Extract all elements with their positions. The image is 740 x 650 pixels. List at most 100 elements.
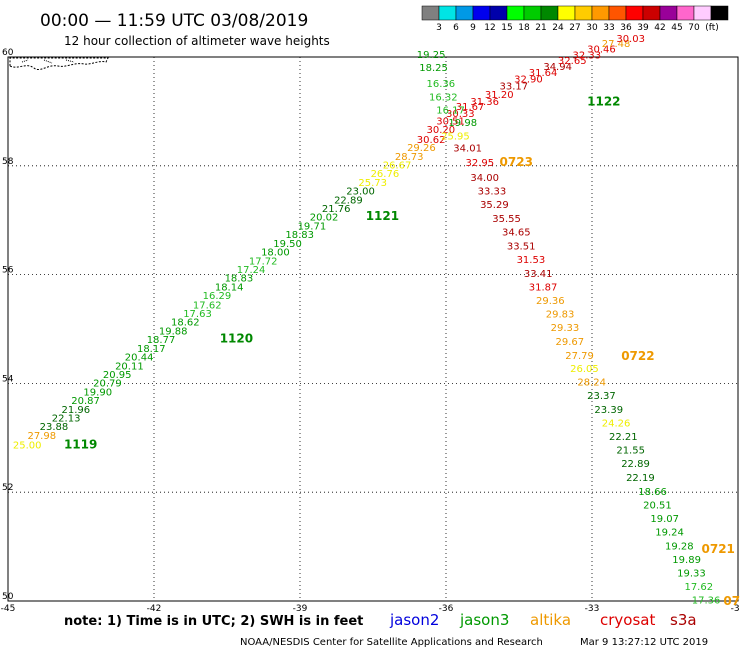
generated-timestamp: Mar 9 13:27:12 UTC 2019 <box>580 637 708 648</box>
pass-number-label: 0721 <box>702 542 735 556</box>
satellite-name-cryosat: cryosat <box>600 611 655 629</box>
wave-height-label: 19.98 <box>448 118 477 129</box>
wave-height-label: 19.71 <box>298 221 327 232</box>
wave-height-label: 31.53 <box>517 255 546 266</box>
wave-height-label: 25.00 <box>13 441 42 452</box>
legend-swatch <box>591 5 610 21</box>
satellite-legend: jason2 jason3 altika cryosat s3a <box>389 611 697 629</box>
wave-height-label: 31.67 <box>456 102 485 113</box>
wave-height-label: 17.36 <box>692 596 721 607</box>
legend-label: 15 <box>501 23 512 33</box>
legend-label: 6 <box>453 23 459 33</box>
y-tick-label: 54 <box>2 374 14 384</box>
wave-height-label: 34.94 <box>543 62 572 73</box>
wave-height-label: 32.95 <box>465 158 494 169</box>
pass-annotations: 1119 1120 1121 1122 0723 0722 0721 072 <box>64 94 740 607</box>
wave-height-label: 19.24 <box>655 528 684 539</box>
wave-height-label: 34.65 <box>502 227 531 238</box>
wave-height-label: 19.89 <box>672 555 701 566</box>
wave-height-label: 18.14 <box>215 282 244 293</box>
legend-swatch <box>659 5 678 21</box>
wave-height-label: 29.83 <box>546 310 575 321</box>
wave-height-label: 33.51 <box>507 242 536 253</box>
legend-label: 3 <box>436 23 442 33</box>
wave-height-label: 22.13 <box>52 413 81 424</box>
wave-height-label: 21.55 <box>616 446 645 457</box>
wave-height-label: 18.62 <box>171 318 200 329</box>
wave-height-label: 20.02 <box>310 213 339 224</box>
wave-height-label: 29.26 <box>407 143 436 154</box>
y-tick-label: 56 <box>2 266 14 276</box>
plot-frame <box>7 56 739 602</box>
x-tick-label: -36 <box>439 604 454 614</box>
pass-number-label: 1119 <box>64 438 97 452</box>
wave-height-label: 31.87 <box>529 282 558 293</box>
axis-tick-labels: -45 -42 -39 -36 -33 -30 50 52 54 56 58 60 <box>1 48 740 614</box>
wave-height-label: 27.98 <box>27 431 56 442</box>
x-tick-label: -39 <box>293 604 308 614</box>
legend-label: 21 <box>535 23 546 33</box>
wave-height-label: 29.67 <box>556 337 585 348</box>
wave-height-label: 16.36 <box>427 79 456 90</box>
wave-height-label: 20.79 <box>93 379 122 390</box>
legend-label: 27 <box>569 23 580 33</box>
wave-height-label: 20.44 <box>125 353 154 364</box>
wave-height-label: 17.62 <box>684 582 713 593</box>
wave-height-label: 23.00 <box>346 187 375 198</box>
legend-label: 30 <box>586 23 598 33</box>
wave-height-label: 34.01 <box>453 144 482 155</box>
legend-swatch <box>438 5 457 21</box>
wave-height-label: 19.25 <box>417 50 446 61</box>
wave-height-label: 23.88 <box>40 422 69 433</box>
wave-height-label: 20.87 <box>71 396 100 407</box>
wave-height-label: 18.25 <box>419 63 448 74</box>
legend-label: 9 <box>470 23 476 33</box>
legend-label: 33 <box>603 23 614 33</box>
wave-height-label: 17.62 <box>193 300 222 311</box>
legend-swatch <box>574 5 593 21</box>
wave-height-label: 22.89 <box>621 459 650 470</box>
wave-height-label: 17.24 <box>237 265 266 276</box>
wave-height-label: 19.33 <box>677 569 706 580</box>
wave-height-label: 30.33 <box>446 109 475 120</box>
satellite-name-jason2: jason2 <box>389 611 439 629</box>
wave-height-label: 33.17 <box>500 82 529 93</box>
legend-label: 18 <box>518 23 530 33</box>
wave-height-label: 25.73 <box>358 178 387 189</box>
wave-height-label: 19.28 <box>665 541 694 552</box>
wave-height-label: 31.36 <box>470 97 499 108</box>
y-tick-label: 58 <box>2 157 14 167</box>
wave-height-label: 29.36 <box>536 296 565 307</box>
legend-swatch <box>625 5 644 21</box>
wave-height-label: 30.20 <box>427 125 456 136</box>
wave-height-label: 28.24 <box>577 378 606 389</box>
legend-swatch <box>710 5 729 21</box>
wave-height-label: 26.05 <box>570 364 599 375</box>
legend-label: 36 <box>620 23 632 33</box>
grid-lines <box>8 57 738 601</box>
legend-swatch <box>472 5 491 21</box>
legend-label: 70 <box>688 23 700 33</box>
wave-height-label: 19.88 <box>159 326 188 337</box>
wave-height-label: 16.29 <box>203 291 232 302</box>
wave-height-label: 18.00 <box>261 248 290 259</box>
wave-height-label: 35.55 <box>492 214 521 225</box>
wave-height-label: 22.89 <box>334 195 363 206</box>
wave-height-label: 22.19 <box>626 473 655 484</box>
wave-height-label: 31.20 <box>485 90 514 101</box>
wave-height-label: 25.95 <box>441 132 470 143</box>
legend-swatch <box>523 5 542 21</box>
wave-height-label: 33.41 <box>524 269 553 280</box>
wave-height-label: 16.17 <box>436 106 465 117</box>
wave-height-label: 30.03 <box>616 34 645 45</box>
legend-swatch <box>693 5 712 21</box>
wave-height-label: 19.50 <box>273 239 302 250</box>
y-tick-label: 50 <box>2 592 14 602</box>
y-tick-label: 52 <box>2 483 13 493</box>
legend-swatch <box>489 5 508 21</box>
wave-height-label: 24.26 <box>602 418 631 429</box>
wave-height-label: 33.33 <box>478 187 507 198</box>
wave-height-label: 17.72 <box>249 256 278 267</box>
wave-height-label: 27.79 <box>565 351 594 362</box>
